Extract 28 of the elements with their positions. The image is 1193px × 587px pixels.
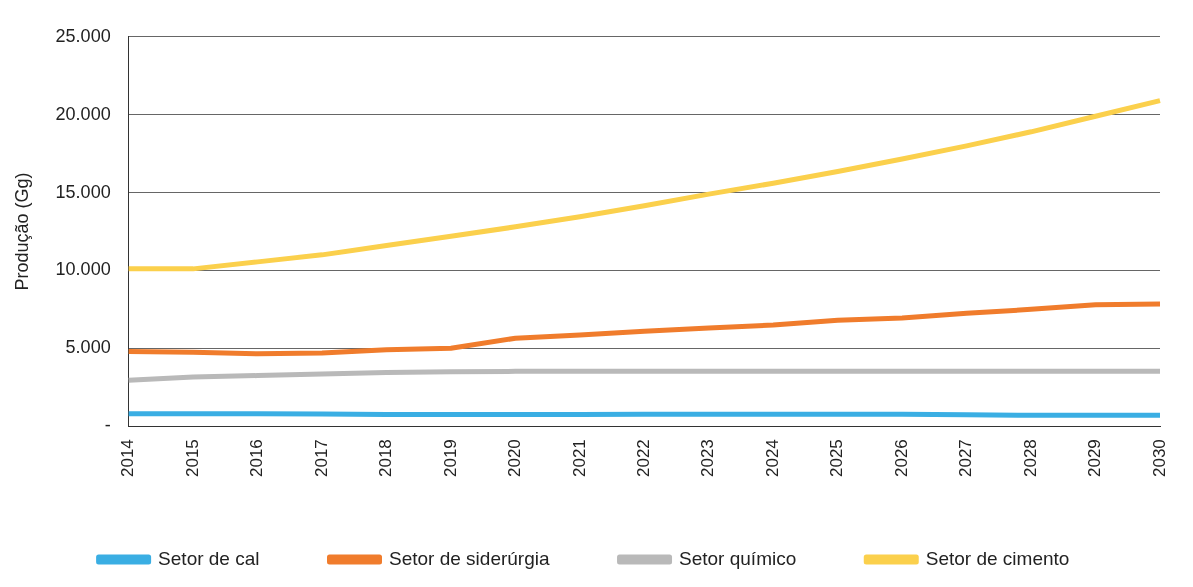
x-tick-label: 2020 [505, 439, 525, 478]
y-axis-title: Produção (Gg) [11, 172, 32, 291]
y-tick-label: 20.000 [55, 103, 111, 124]
y-tick-label: 25.000 [55, 25, 111, 46]
x-tick-label: 2026 [891, 439, 911, 478]
x-tick-label: 2021 [569, 439, 589, 478]
x-tick-label: 2025 [827, 439, 847, 478]
x-tick-label: 2018 [376, 439, 396, 478]
x-tick-label: 2014 [118, 439, 138, 478]
x-tick-label: 2028 [1020, 439, 1040, 478]
legend-label: Setor químico [679, 547, 797, 569]
y-tick-label: 10.000 [55, 259, 111, 280]
x-tick-label: 2015 [182, 439, 202, 478]
x-tick-label: 2029 [1085, 439, 1105, 478]
x-tick-label: 2030 [1149, 439, 1169, 478]
legend-label: Setor de cimento [925, 547, 1070, 569]
x-tick-label: 2027 [956, 439, 976, 478]
y-tick-label: 5.000 [65, 337, 111, 358]
x-tick-label: 2022 [634, 439, 654, 478]
legend-label: Setor de siderúrgia [389, 547, 550, 569]
legend-label: Setor de cal [158, 547, 260, 569]
y-tick-label: 15.000 [55, 181, 111, 202]
x-tick-label: 2024 [762, 439, 782, 478]
x-tick-label: 2023 [698, 439, 718, 478]
x-tick-label: 2017 [311, 439, 331, 478]
y-tick-label: - [104, 415, 111, 436]
x-tick-label: 2019 [440, 439, 460, 478]
x-tick-label: 2016 [247, 439, 267, 478]
